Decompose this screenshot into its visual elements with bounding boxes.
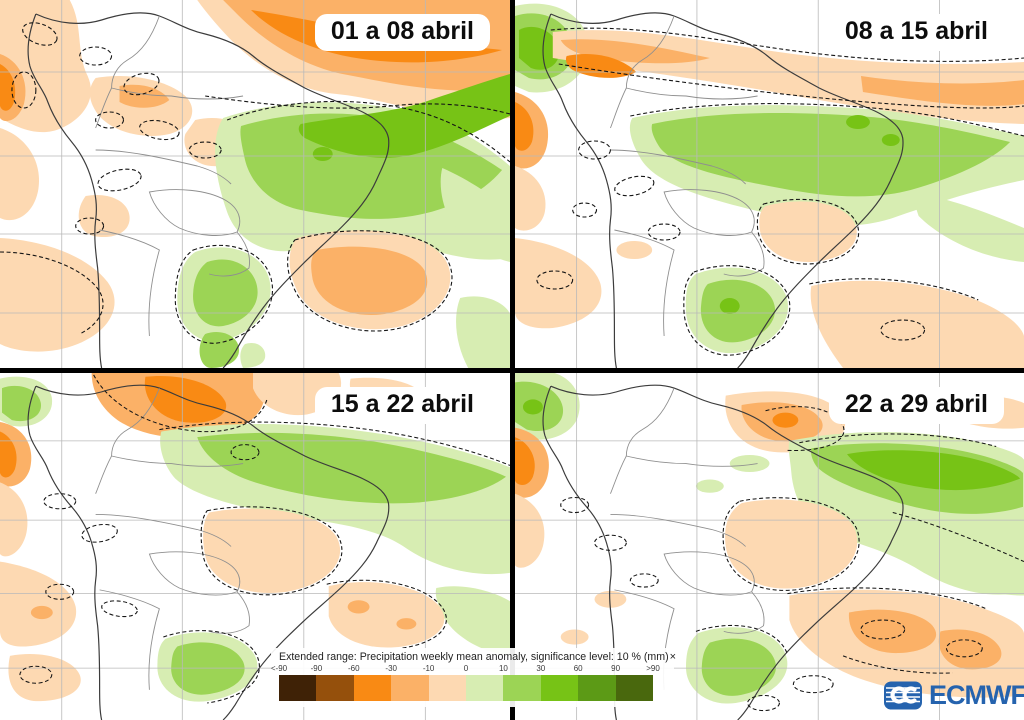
legend-tick-9: 60 — [573, 664, 583, 673]
ecmwf-logo-icon — [884, 681, 922, 710]
country-borders — [610, 15, 765, 337]
panel-1: 01 a 08 abril — [0, 0, 510, 368]
legend-tick-3: -60 — [348, 664, 360, 673]
legend-tick-7: 10 — [498, 664, 508, 673]
legend-color-cell-8 — [540, 675, 579, 701]
panel-2-date-badge: 08 a 15 abril — [828, 14, 1004, 52]
country-borders — [95, 387, 250, 690]
significance-contours — [560, 406, 1024, 712]
anomaly-shading — [0, 373, 510, 702]
legend-tick-1: <-90 — [270, 664, 288, 673]
panel-4-date-badge: 22 a 29 abril — [828, 387, 1004, 425]
legend-tick-labels: <-90 -90 -60 -30 -10 0 10 30 60 90 >90 — [271, 664, 660, 675]
map-panel-4 — [515, 373, 1024, 720]
legend-color-cell-5 — [428, 675, 467, 701]
legend-tick-4: -30 — [385, 664, 397, 673]
legend-color-cell-7 — [503, 675, 541, 701]
panel-1-date-label: 01 a 08 abril — [330, 17, 474, 45]
legend-color-cell-10 — [615, 675, 654, 701]
panel-3-date-badge: 15 a 22 abril — [314, 387, 490, 425]
significance-contours — [0, 22, 510, 344]
legend-color-cell-9 — [578, 675, 616, 701]
panel-2-date-label: 08 a 15 abril — [844, 17, 988, 45]
anomaly-shading — [515, 3, 1024, 368]
graticule — [0, 373, 510, 720]
anomaly-shading — [515, 373, 1024, 704]
legend-close-icon[interactable]: × — [669, 651, 677, 663]
ecmwf-logo-text: ECMWF — [929, 680, 1024, 710]
country-borders — [95, 15, 250, 337]
graticule — [0, 0, 510, 368]
legend-tick-11: >90 — [646, 664, 660, 673]
legend-tick-10: 90 — [611, 664, 621, 673]
map-panel-1 — [0, 0, 510, 368]
legend-color-cell-6 — [466, 675, 504, 701]
legend-tick-8: 30 — [536, 664, 546, 673]
panel-2: 08 a 15 abril — [515, 0, 1024, 368]
panel-3: 15 a 22 abril — [0, 373, 510, 720]
legend-color-cell-3 — [353, 675, 392, 701]
legend-color-cell-2 — [316, 675, 354, 701]
legend-title: Extended range: Precipitation weekly mea… — [279, 651, 669, 663]
graticule — [515, 0, 1024, 368]
legend-tick-2: -90 — [310, 664, 323, 673]
panel-1-date-badge: 01 a 08 abril — [314, 14, 490, 52]
map-panel-3 — [0, 373, 510, 720]
panel-4-date-label: 22 a 29 abril — [844, 390, 988, 418]
legend: Extended range: Precipitation weekly mea… — [271, 648, 677, 707]
ecmwf-logo: ECMWF — [884, 680, 1024, 711]
significance-contours — [536, 27, 1024, 356]
significance-contours — [19, 374, 510, 704]
panel-3-date-label: 15 a 22 abril — [330, 390, 474, 418]
legend-tick-6: 0 — [463, 664, 469, 673]
legend-color-cell-4 — [391, 675, 429, 701]
panel-4: 22 a 29 abril — [515, 373, 1024, 720]
map-panel-2 — [515, 0, 1024, 368]
legend-color-cell-1 — [279, 675, 317, 701]
anomaly-shading — [0, 0, 510, 368]
legend-colorbar — [279, 675, 654, 701]
legend-tick-5: -10 — [422, 664, 435, 673]
